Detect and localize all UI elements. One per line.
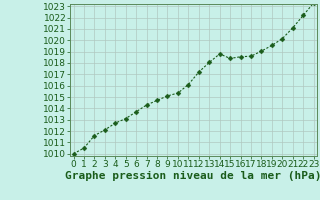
X-axis label: Graphe pression niveau de la mer (hPa): Graphe pression niveau de la mer (hPa) [65, 171, 320, 181]
